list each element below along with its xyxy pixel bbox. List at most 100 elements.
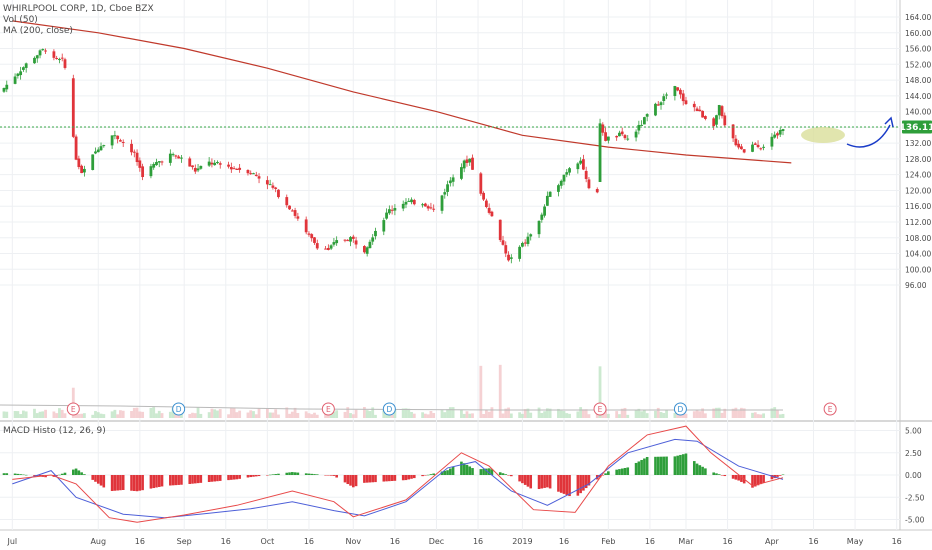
volume-bar [265,408,269,418]
volume-bar [155,413,158,418]
macd-histogram-bar [177,475,180,485]
volume-bar [132,407,136,418]
macd-histogram-bar [778,475,782,476]
volume-study-label[interactable]: Vol (50) [3,15,38,25]
candle-body [349,237,352,242]
candle-body [498,219,502,241]
macd-histogram-bar [141,475,144,491]
volume-bar [271,412,275,418]
volume-bar [545,408,549,418]
macd-histogram-bar [485,468,488,475]
macd-histogram-bar [60,473,64,475]
macd-axis[interactable]: 5.00 2.50 0.00 -2.50 -5.00 [905,427,925,525]
candle-body [16,73,20,76]
candle-body [645,114,649,117]
candle-body [44,50,47,52]
volume-bar [479,365,483,418]
macd-histogram-bar [695,463,699,475]
volume-bar [778,414,782,418]
candle-body [715,115,718,125]
ma-study-label[interactable]: MA (200, close) [3,26,73,36]
macd-histogram-bar [291,472,294,475]
time-tick-label: 16 [473,537,483,546]
macd-histogram-bar [654,456,657,475]
macd-histogram-bar [407,475,411,480]
macd-histogram-bar [468,466,472,475]
volume-bar [443,412,447,418]
macd-histogram-bar [756,475,760,486]
macd-histogram-bar [440,471,444,475]
candle-body [781,129,785,132]
price-axis[interactable]: 164.00 160.00 156.00 152.00 148.00 144.00 140.… [905,13,931,290]
candle-body [756,144,760,148]
time-tick-label: Jul [6,537,17,546]
volume-bar [684,413,688,418]
candle-body [731,124,735,139]
candle-body [581,159,585,170]
macd-histogram-bar [171,475,175,486]
volume-bar [238,410,242,418]
volume-bar [218,409,222,418]
volume-bar [468,413,472,418]
volume-bar [734,407,738,418]
macd-histogram-bar [77,470,81,475]
volume-bar [346,407,350,418]
macd-histogram-bar [230,475,233,480]
volume-bar [448,407,452,418]
macd-histogram-bar [249,475,253,478]
candle-body [770,136,774,147]
volume-bar [731,408,735,418]
macd-histogram-bar [332,475,336,476]
candle-body [351,236,355,239]
volume-bar [484,410,488,418]
macd-histogram-bar [232,475,236,480]
macd-histogram-bar [94,475,97,482]
candle-body [332,242,336,245]
macd-study-label[interactable]: MACD Histo (12, 26, 9) [3,426,106,436]
volume-bar [451,407,455,418]
candle-body [606,136,610,141]
volume-bar [487,411,491,418]
volume-bar [598,366,602,418]
candle-body [568,168,571,173]
macd-histogram-bar [307,473,311,475]
time-axis[interactable]: Jul Aug 16 Sep 16 Oct 16 Nov 16 Dec 16 2019 16 Feb 16 M… [6,537,901,546]
candle-body [723,115,727,126]
macd-histogram-bar [193,475,197,484]
macd-histogram-bar [390,475,394,481]
candle-body [310,234,314,239]
macd-histogram-bar [72,469,75,475]
candle-body [371,237,375,242]
candle-body [346,240,350,242]
symbol-title[interactable]: WHIRLPOOL CORP, 1D, Cboe BZX [3,4,154,14]
candle-body [213,162,217,166]
candle-body [412,200,416,205]
candle-body [740,146,743,150]
macd-histogram-bar [623,467,627,475]
volume-bar [645,413,649,418]
candle-body [523,242,527,244]
candle-body [737,143,741,148]
candle-body [665,94,668,96]
volume-bar [460,409,463,418]
volume-bar [393,408,397,418]
candle-body [121,141,125,143]
price-tick-label: 148.00 [905,76,931,85]
macd-histogram-bar [698,465,702,475]
candle-body [232,168,236,170]
volume-bar [606,413,610,418]
macd-histogram-bar [426,474,430,476]
volume-bar [362,407,366,418]
macd-histogram-bar [487,468,491,475]
volume-bar [307,413,311,418]
volume-bar [365,410,369,418]
candle-body [33,57,36,64]
volume-bar [268,412,272,418]
volume-bar [310,414,314,418]
macd-histogram-bar [479,469,483,475]
candle-body [521,242,524,247]
candle-body [504,245,508,254]
volume-bar [770,408,774,418]
macd-histogram-bar [449,468,452,475]
